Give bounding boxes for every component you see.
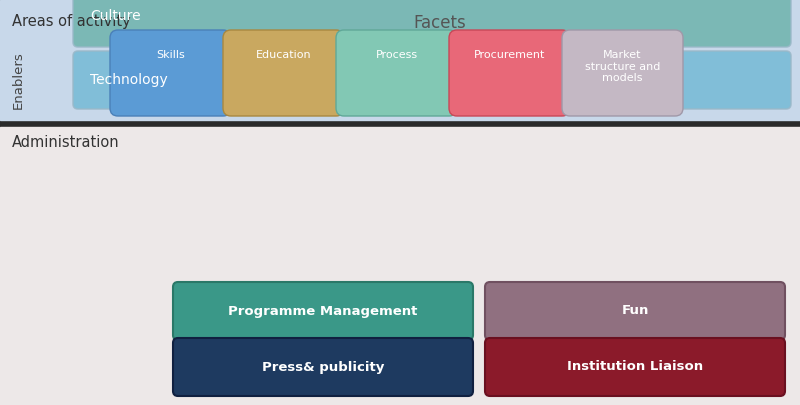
FancyBboxPatch shape bbox=[73, 0, 791, 47]
Text: Market
structure and
models: Market structure and models bbox=[585, 50, 660, 83]
Bar bbox=[0, 0, 800, 120]
Text: Technology: Technology bbox=[90, 73, 168, 87]
Text: Culture: Culture bbox=[90, 9, 141, 23]
Text: Process: Process bbox=[375, 50, 418, 60]
FancyBboxPatch shape bbox=[449, 30, 570, 116]
FancyBboxPatch shape bbox=[110, 30, 231, 116]
FancyBboxPatch shape bbox=[485, 282, 785, 340]
Text: Facets: Facets bbox=[414, 14, 466, 32]
Text: Skills: Skills bbox=[156, 50, 185, 60]
FancyBboxPatch shape bbox=[173, 338, 473, 396]
Text: Enablers: Enablers bbox=[11, 51, 25, 109]
FancyBboxPatch shape bbox=[336, 30, 457, 116]
FancyBboxPatch shape bbox=[73, 51, 791, 109]
Text: Administration: Administration bbox=[12, 135, 120, 150]
Text: Education: Education bbox=[256, 50, 311, 60]
Bar bbox=[0, 127, 800, 405]
Text: Programme Management: Programme Management bbox=[228, 305, 418, 318]
FancyBboxPatch shape bbox=[223, 30, 344, 116]
Text: Fun: Fun bbox=[622, 305, 649, 318]
FancyBboxPatch shape bbox=[485, 338, 785, 396]
Text: Areas of activity: Areas of activity bbox=[12, 14, 130, 29]
Text: Procurement: Procurement bbox=[474, 50, 545, 60]
Text: Press& publicity: Press& publicity bbox=[262, 360, 384, 373]
Text: Institution Liaison: Institution Liaison bbox=[567, 360, 703, 373]
FancyBboxPatch shape bbox=[173, 282, 473, 340]
FancyBboxPatch shape bbox=[562, 30, 683, 116]
